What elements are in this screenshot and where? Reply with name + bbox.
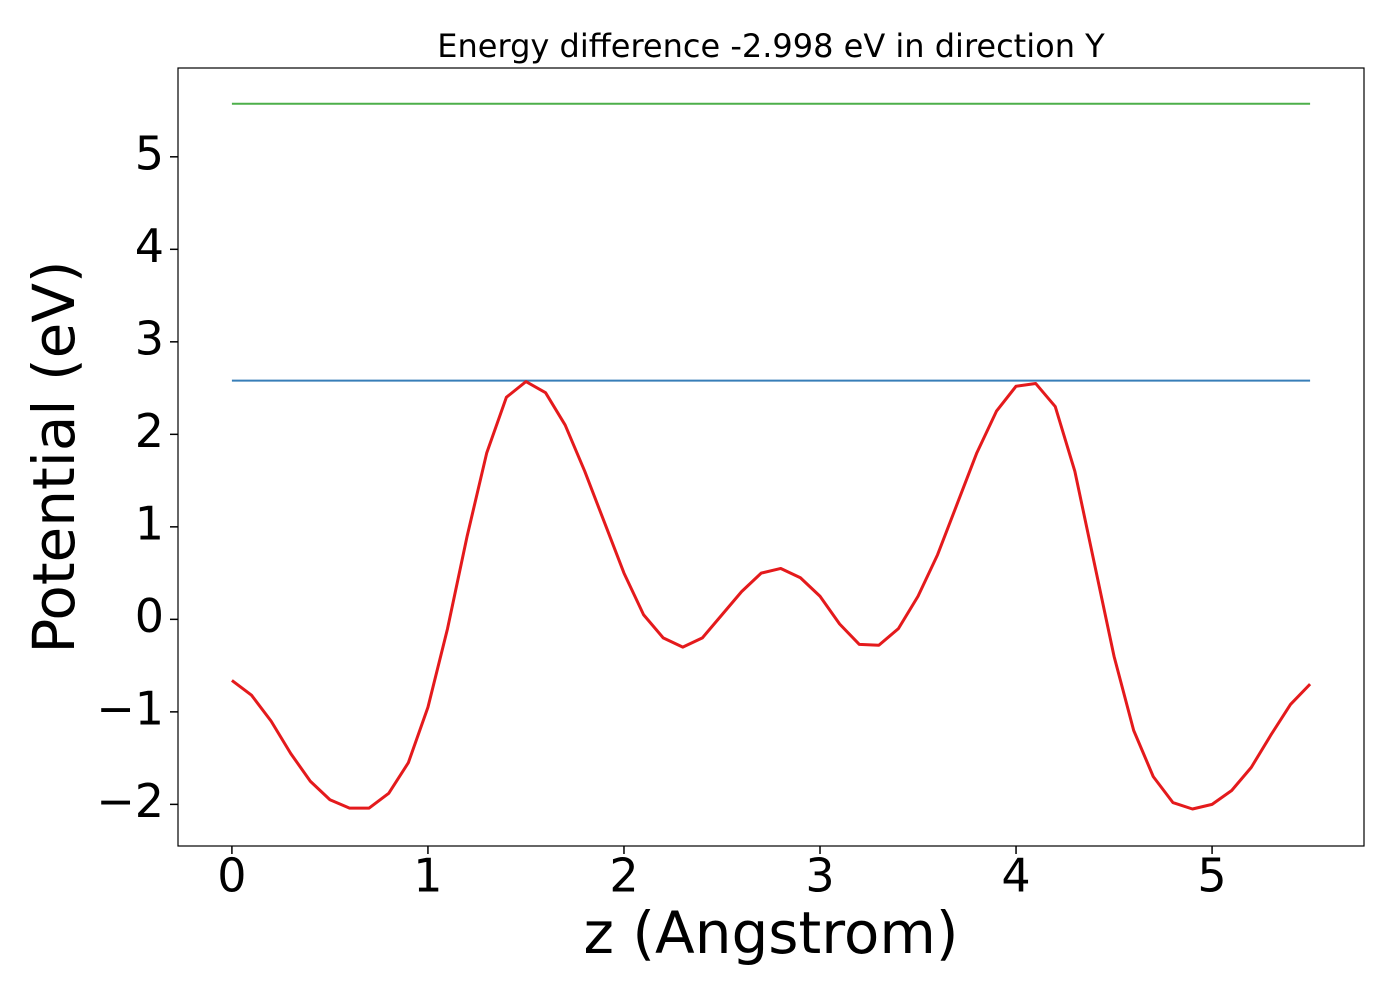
y-axis-label: Potential (eV) (20, 260, 88, 653)
y-tick-label: 2 (135, 404, 164, 458)
y-tick-label: 1 (135, 496, 164, 550)
y-tick-label: 4 (135, 219, 164, 273)
chart-title: Energy difference -2.998 eV in direction… (437, 27, 1105, 65)
y-tick-label: −1 (96, 681, 164, 735)
line (231, 380, 1312, 811)
x-tick-label: 4 (1001, 849, 1030, 903)
plot-frame (177, 67, 1365, 847)
x-tick-label: 2 (609, 849, 638, 903)
x-axis-label: z (Angstrom) (584, 899, 959, 967)
y-tick-label: 0 (135, 589, 164, 643)
x-tick-label: 1 (413, 849, 442, 903)
x-tick-label: 5 (1197, 849, 1226, 903)
x-tick-label: 0 (217, 849, 246, 903)
y-tick-label: −2 (96, 774, 164, 828)
x-tick-label: 3 (805, 849, 834, 903)
y-tick-label: 3 (135, 311, 164, 365)
y-tick-label: 5 (135, 126, 164, 180)
